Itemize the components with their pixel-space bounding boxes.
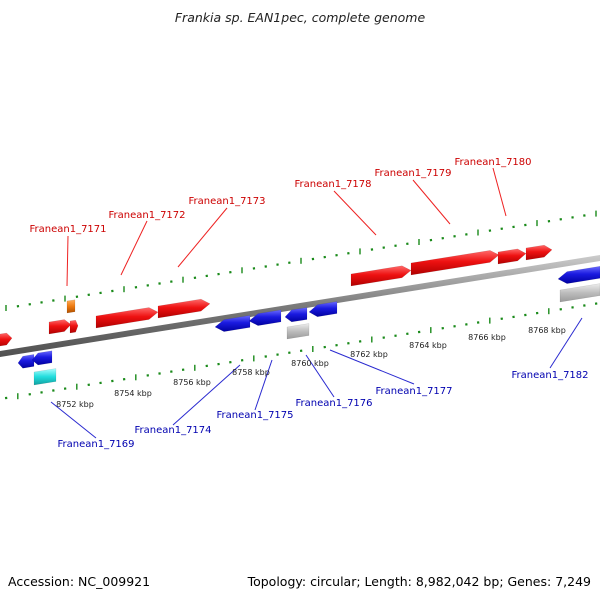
scale-label-8766: 8766 kbp — [468, 333, 506, 342]
scale-label-8768: 8768 kbp — [528, 326, 566, 335]
topology-label: Topology: — [247, 574, 307, 589]
forward-gene-arrow — [497, 248, 527, 265]
forward-gene-arrow — [0, 332, 13, 347]
gene-features — [0, 244, 600, 386]
genome-backbone — [0, 255, 600, 357]
gene-label-franean1-7179[interactable]: Franean1_7179 — [374, 168, 451, 179]
pseudo-gene-box — [286, 323, 310, 340]
reverse-gene-arrow — [284, 307, 308, 323]
accession-value: NC_009921 — [78, 574, 151, 589]
gene-label-franean1-7182[interactable]: Franean1_7182 — [511, 370, 588, 381]
accession-info: Accession: NC_009921 — [8, 574, 150, 589]
topology-value: circular — [310, 574, 357, 589]
scale-label-8758: 8758 kbp — [232, 368, 270, 377]
gene-label-franean1-7173[interactable]: Franean1_7173 — [188, 196, 265, 207]
forward-gene-arrow — [350, 265, 412, 287]
reverse-gene-arrow — [17, 354, 35, 369]
length-value: 8,982,042 bp — [415, 574, 500, 589]
forward-leader-line — [492, 167, 507, 217]
gene-label-franean1-7180[interactable]: Franean1_7180 — [454, 157, 531, 168]
scale-label-8752: 8752 kbp — [56, 400, 94, 409]
rna-gene-box — [66, 299, 76, 314]
forward-leader-line — [333, 190, 377, 236]
forward-gene-arrow — [525, 244, 553, 261]
reverse-leader-line — [305, 354, 335, 398]
scale-label-8762: 8762 kbp — [350, 350, 388, 359]
genes-value: 7,249 — [555, 574, 591, 589]
forward-gene-arrow — [48, 319, 72, 335]
reverse-leader-line — [329, 349, 415, 385]
forward-tick-track — [5, 210, 597, 311]
scale-label-8756: 8756 kbp — [173, 378, 211, 387]
gene-label-franean1-7171[interactable]: Franean1_7171 — [29, 224, 106, 235]
accession-label: Accession: — [8, 574, 75, 589]
reverse-leader-line — [254, 359, 273, 411]
genes-label: Genes: — [507, 574, 552, 589]
forward-gene-arrow — [410, 250, 500, 276]
forward-gene-arrow — [69, 319, 79, 334]
gene-label-franean1-7172[interactable]: Franean1_7172 — [108, 210, 185, 221]
forward-leader-line — [412, 179, 451, 225]
scale-label-8760: 8760 kbp — [291, 359, 329, 368]
gene-label-franean1-7175[interactable]: Franean1_7175 — [216, 410, 293, 421]
forward-leader-line — [120, 220, 148, 276]
leader-lines — [50, 167, 583, 439]
pseudo-gene-box — [559, 283, 600, 303]
reverse-gene-arrow — [31, 350, 53, 366]
forward-leader-line — [177, 207, 228, 268]
reverse-leader-line — [172, 364, 241, 426]
reverse-leader-line — [50, 401, 97, 439]
forward-gene-arrow — [157, 298, 211, 319]
reverse-gene-arrow — [214, 315, 251, 332]
gene-label-franean1-7178[interactable]: Franean1_7178 — [294, 179, 371, 190]
genome-stats: Topology: circular; Length: 8,982,042 bp… — [247, 574, 591, 589]
reverse-leader-line — [549, 317, 583, 369]
reverse-gene-arrow — [308, 301, 338, 317]
scale-label-8764: 8764 kbp — [409, 341, 447, 350]
gene-label-franean1-7176[interactable]: Franean1_7176 — [295, 398, 372, 409]
gene-label-franean1-7174[interactable]: Franean1_7174 — [134, 425, 211, 436]
forward-leader-line — [66, 235, 69, 287]
length-label: Length: — [364, 574, 412, 589]
gene-label-franean1-7169[interactable]: Franean1_7169 — [57, 439, 134, 450]
special-gene-box — [33, 368, 57, 386]
forward-gene-arrow — [95, 307, 159, 329]
scale-label-8754: 8754 kbp — [114, 389, 152, 398]
reverse-tick-track — [4, 302, 598, 400]
gene-label-franean1-7177[interactable]: Franean1_7177 — [375, 386, 452, 397]
reverse-gene-arrow — [557, 266, 600, 284]
reverse-gene-arrow — [248, 309, 282, 326]
genome-title: Frankia sp. EAN1pec, complete genome — [174, 10, 426, 25]
